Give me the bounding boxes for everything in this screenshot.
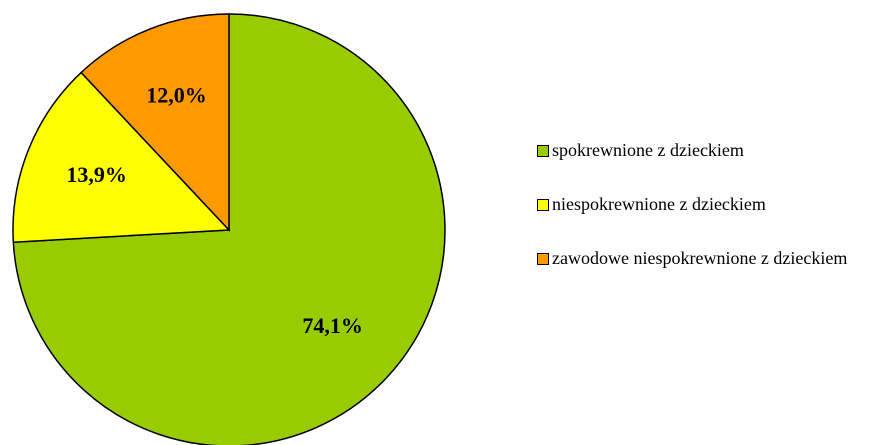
- slice-label: 12,0%: [146, 82, 207, 107]
- legend-item: spokrewnione z dzieckiem: [537, 140, 873, 161]
- legend-swatch: [537, 199, 549, 211]
- legend-item: zawodowe niespokrewnione z dzieckiem: [537, 248, 873, 269]
- legend-label: spokrewnione z dzieckiem: [552, 140, 744, 160]
- legend: spokrewnione z dzieckiem niespokrewnione …: [537, 140, 873, 302]
- legend-item: niespokrewnione z dzieckiem: [537, 194, 873, 215]
- legend-label: niespokrewnione z dzieckiem: [552, 194, 766, 214]
- slice-label: 74,1%: [302, 313, 363, 338]
- legend-swatch: [537, 253, 549, 265]
- legend-label: zawodowe niespokrewnione z dzieckiem: [552, 248, 848, 268]
- legend-swatch: [537, 145, 549, 157]
- pie-slice: [12, 71, 231, 243]
- slice-label: 13,9%: [66, 162, 127, 187]
- pie-slice: [80, 13, 230, 232]
